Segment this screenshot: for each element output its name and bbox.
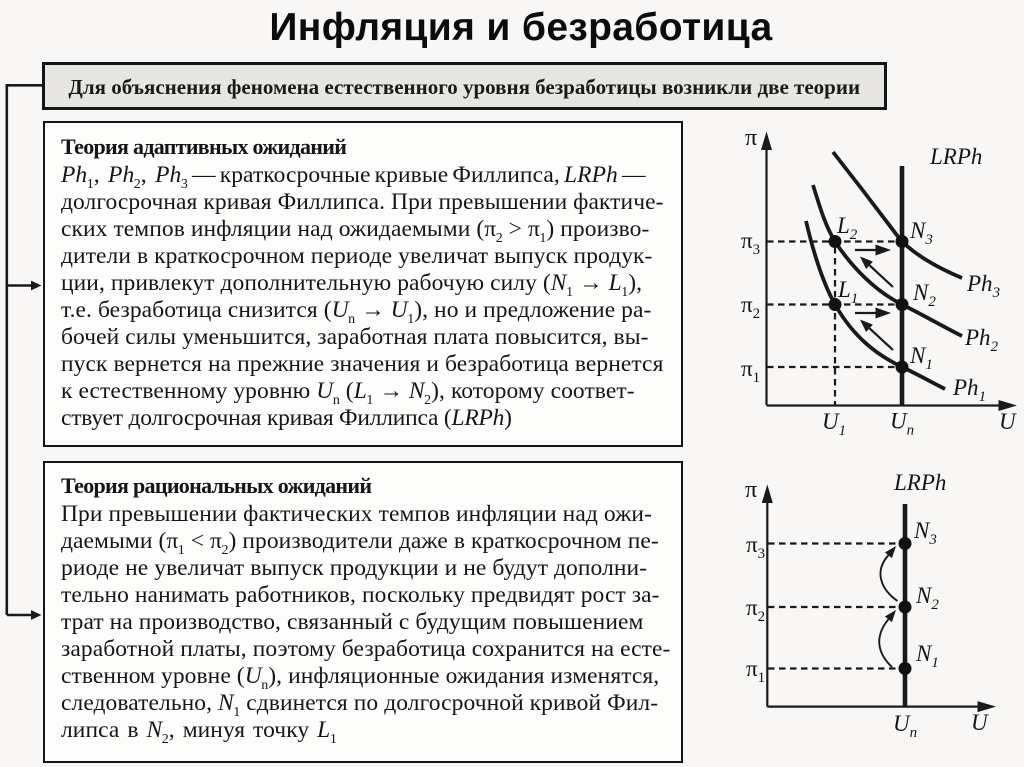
svg-text:U: U: [971, 710, 989, 735]
svg-text:π2: π2: [746, 595, 765, 625]
svg-text:π1: π1: [741, 356, 760, 386]
svg-text:N3: N3: [909, 218, 933, 248]
svg-text:π2: π2: [741, 292, 760, 322]
svg-text:Ph2: Ph2: [964, 325, 999, 355]
svg-text:π3: π3: [741, 228, 760, 258]
svg-text:LRPh: LRPh: [893, 470, 946, 495]
svg-text:U: U: [999, 409, 1017, 434]
svg-text:π1: π1: [746, 656, 765, 686]
svg-text:N2: N2: [915, 583, 939, 613]
svg-text:LRPh: LRPh: [929, 144, 982, 169]
svg-text:Un: Un: [893, 711, 917, 741]
svg-text:N3: N3: [913, 518, 937, 548]
svg-text:π: π: [745, 125, 757, 151]
svg-text:N1: N1: [909, 343, 933, 373]
svg-text:U1: U1: [822, 409, 846, 439]
svg-text:π: π: [745, 477, 757, 503]
svg-text:N1: N1: [915, 641, 939, 671]
svg-text:Un: Un: [890, 409, 914, 439]
svg-text:π3: π3: [746, 532, 765, 562]
svg-text:N2: N2: [912, 280, 936, 310]
svg-text:Ph3: Ph3: [966, 271, 1000, 301]
svg-text:Ph1: Ph1: [952, 375, 986, 405]
